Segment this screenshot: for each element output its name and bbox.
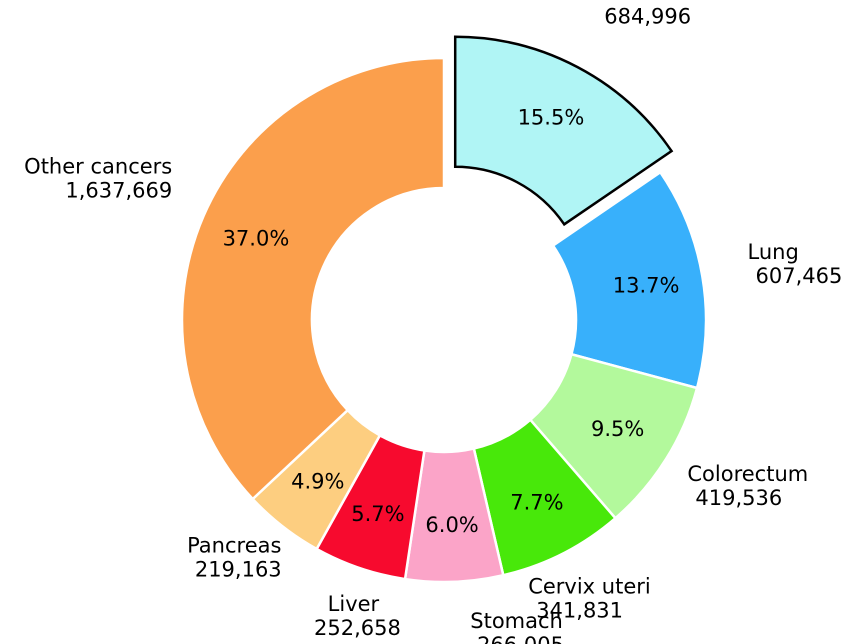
category-label-pancreas: Pancreas 219,163	[187, 534, 282, 582]
percent-label-stomach: 6.0%	[425, 513, 478, 537]
category-name-breast: Breast	[610, 0, 678, 5]
category-name-pancreas: Pancreas	[187, 534, 281, 558]
percent-label-colorectum: 9.5%	[591, 417, 644, 441]
category-value-colorectum: 419,536	[695, 486, 782, 510]
percent-label-lung: 13.7%	[613, 274, 680, 298]
slices-group	[180, 35, 708, 584]
category-name-other-cancers: Other cancers	[24, 154, 172, 178]
percent-label-liver: 5.7%	[351, 502, 404, 526]
category-name-colorectum: Colorectum	[687, 462, 808, 486]
category-name-liver: Liver	[328, 592, 380, 616]
percent-label-pancreas: 4.9%	[291, 470, 344, 494]
percent-label-cervix-uteri: 7.7%	[510, 491, 563, 515]
category-value-other-cancers: 1,637,669	[65, 178, 172, 202]
slice-breast	[453, 35, 674, 227]
category-value-breast: 684,996	[604, 5, 691, 29]
category-value-pancreas: 219,163	[195, 558, 282, 582]
category-label-stomach: Stomach266,005	[470, 609, 564, 644]
category-value-stomach: 266,005	[477, 633, 564, 644]
category-label-breast: Breast684,996	[604, 0, 691, 29]
category-name-cervix-uteri: Cervix uteri	[528, 574, 651, 598]
category-label-lung: Lung 607,465	[748, 240, 843, 288]
slice-lung	[551, 170, 708, 390]
slice-other-cancers	[180, 56, 446, 501]
category-label-colorectum: Colorectum 419,536	[687, 462, 808, 510]
category-label-cervix-uteri: Cervix uteri 341,831	[528, 574, 651, 622]
category-name-stomach: Stomach	[470, 609, 563, 633]
category-value-cervix-uteri: 341,831	[536, 598, 623, 622]
category-value-lung: 607,465	[756, 264, 843, 288]
percent-label-breast: 15.5%	[518, 106, 585, 130]
category-label-liver: Liver 252,658	[314, 592, 401, 640]
category-label-other-cancers: Other cancers 1,637,669	[24, 154, 172, 202]
category-value-liver: 252,658	[314, 616, 401, 640]
percent-label-other-cancers: 37.0%	[223, 226, 290, 250]
percent-labels-group: 15.5% 13.7% 9.5% 7.7% 6.0% 5.7% 4.9% 37.0%	[223, 106, 680, 537]
category-name-lung: Lung	[748, 240, 799, 264]
